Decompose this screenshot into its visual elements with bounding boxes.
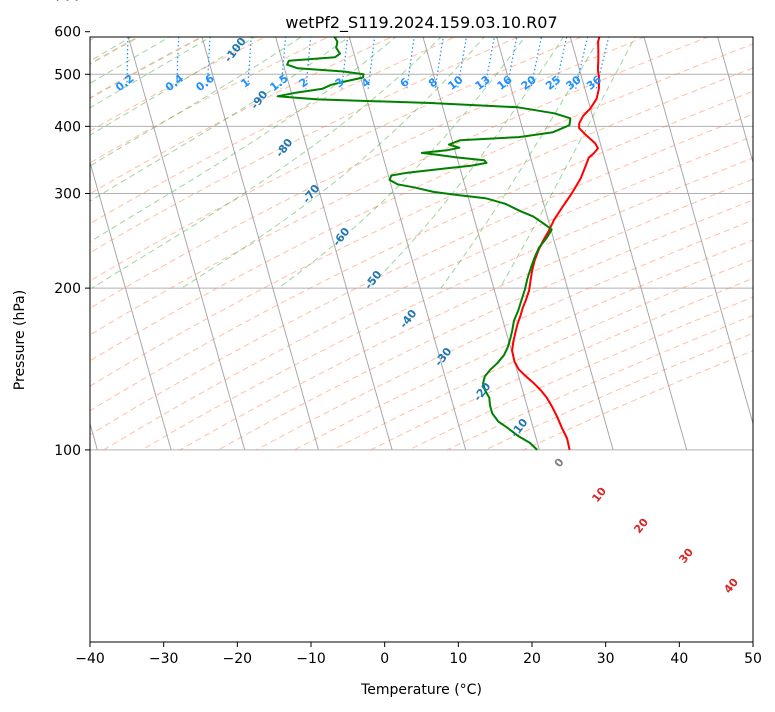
chart-title: wetPf2_S119.2024.159.03.10.R07 xyxy=(285,13,557,33)
x-tick-label: 10 xyxy=(449,651,467,667)
y-tick-label: 400 xyxy=(54,119,81,135)
y-tick-label: 200 xyxy=(54,281,81,297)
x-tick-label: 50 xyxy=(744,651,762,667)
x-tick-label: −20 xyxy=(223,651,253,667)
x-tick-label: 20 xyxy=(523,651,541,667)
y-tick-label: 500 xyxy=(54,67,81,83)
x-tick-label: 30 xyxy=(597,651,615,667)
x-tick-label: −30 xyxy=(149,651,179,667)
y-axis-label: Pressure (hPa) xyxy=(12,290,28,390)
x-tick-label: −40 xyxy=(75,651,105,667)
y-tick-label: 300 xyxy=(54,186,81,202)
x-tick-label: 40 xyxy=(670,651,688,667)
y-tick-label: 600 xyxy=(54,25,81,41)
isotherm-line xyxy=(753,0,775,450)
x-tick-label: −10 xyxy=(296,651,326,667)
x-axis-label: Temperature (°C) xyxy=(360,682,482,698)
plot-background xyxy=(90,37,753,642)
y-axis-ticks: 1002003004005006007008009001000 xyxy=(45,0,90,459)
y-tick-label: 100 xyxy=(54,443,81,459)
x-axis-ticks: −40 −30 −20 −10 0 10 20 30 40 50 xyxy=(75,642,762,667)
x-tick-label: 0 xyxy=(380,651,389,667)
y-tick-label: 700 xyxy=(54,0,81,5)
